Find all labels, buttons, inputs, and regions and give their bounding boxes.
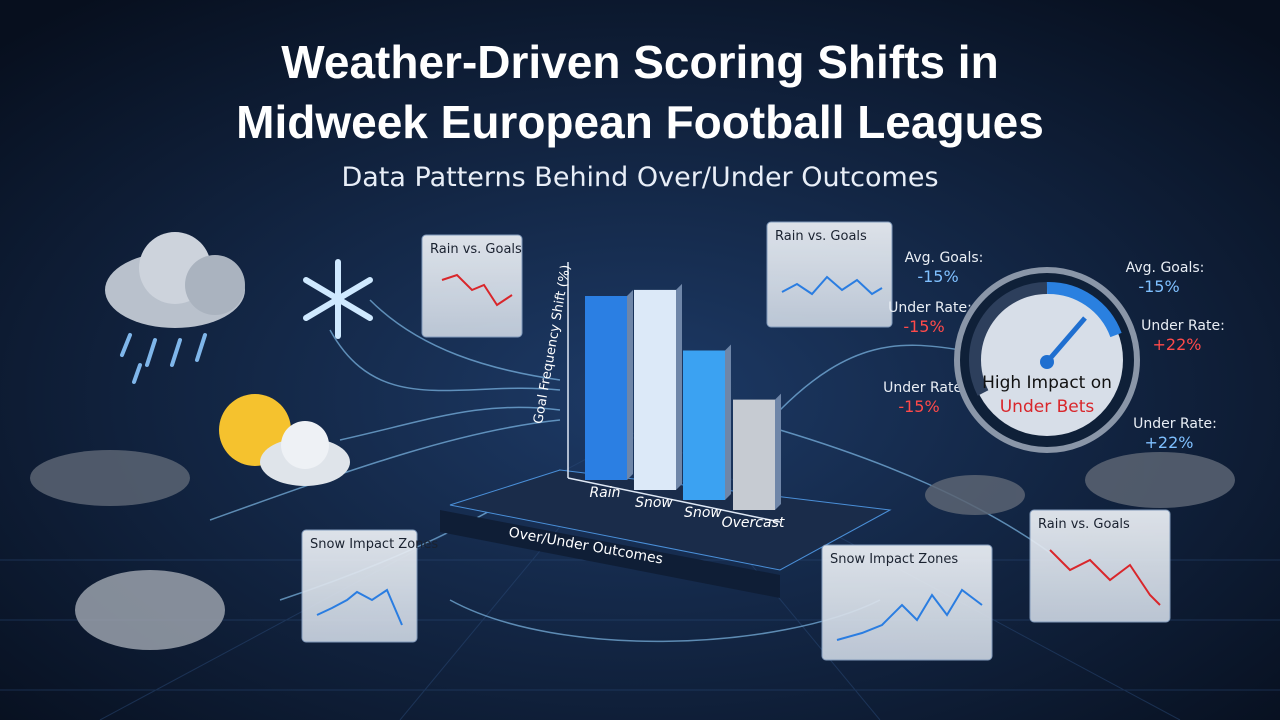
panel-title: Rain vs. Goals [775, 229, 867, 244]
panel-line [781, 275, 883, 296]
panel-bg [301, 529, 418, 643]
panel-line [441, 273, 513, 307]
mini-panel: Snow Impact Zones [821, 544, 993, 661]
stadiums [30, 450, 1235, 650]
mini-panel: Snow Impact Zones [301, 529, 438, 643]
panel-title: Snow Impact Zones [830, 552, 958, 567]
stat-label: Avg. Goals: [905, 250, 984, 266]
chart-platform-side [440, 510, 780, 598]
stats: Avg. Goals:-15%Under Rate:-15%Under Rate… [883, 250, 1225, 452]
stat-value: -15% [898, 397, 939, 416]
panel-title: Rain vs. Goals [430, 242, 522, 257]
bar [733, 399, 775, 510]
mini-panel: Rain vs. Goals [766, 221, 893, 328]
panel-line [836, 588, 983, 641]
category-label: Overcast [722, 515, 785, 531]
title-line1: Weather-Driven Scoring Shifts in [281, 36, 998, 88]
stat-value: -15% [1138, 277, 1179, 296]
stat-label: Under Rate: [1141, 318, 1225, 334]
bar [683, 350, 725, 500]
bar-side [775, 393, 781, 510]
gauge: High Impact on Under Bets [954, 267, 1140, 453]
stat-value: +22% [1145, 433, 1194, 452]
panel-bg [1029, 509, 1171, 623]
stat-label: Under Rate: [883, 380, 967, 396]
subtitle: Data Patterns Behind Over/Under Outcomes [341, 162, 938, 193]
mini-panel: Rain vs. Goals [1029, 509, 1171, 623]
stat-value: -15% [903, 317, 944, 336]
bar [585, 296, 627, 480]
panel-bg [421, 234, 523, 338]
stat-value: -15% [917, 267, 958, 286]
bar [634, 289, 676, 490]
panel-bg [766, 221, 893, 328]
category-label: Rain [589, 485, 620, 501]
bar-side [676, 283, 682, 490]
chart-platform [449, 469, 892, 571]
stat-label: Avg. Goals: [1126, 260, 1205, 276]
gauge-line2: Under Bets [1000, 397, 1095, 417]
panel-title: Rain vs. Goals [1038, 517, 1130, 532]
panel-title: Snow Impact Zones [310, 537, 438, 552]
gauge-line1: High Impact on [982, 373, 1112, 393]
mini-panel: Rain vs. Goals [421, 234, 523, 338]
category-label: Snow [635, 495, 673, 511]
flow-lines [209, 299, 1061, 642]
stat-value: +22% [1153, 335, 1202, 354]
panel-line [316, 588, 403, 626]
stat-label: Under Rate: [1133, 416, 1217, 432]
bar-side [627, 290, 633, 480]
bar-side [725, 344, 731, 500]
weather-icons [105, 232, 373, 486]
stat-label: Under Rate: [888, 300, 972, 316]
panels: Rain vs. Goals Rain vs. Goals Rain vs. Goa… [301, 221, 1171, 661]
x-axis [567, 477, 781, 523]
category-label: Snow [684, 505, 722, 521]
title-line2: Midweek European Football Leagues [236, 96, 1044, 148]
panel-line [1049, 549, 1161, 606]
